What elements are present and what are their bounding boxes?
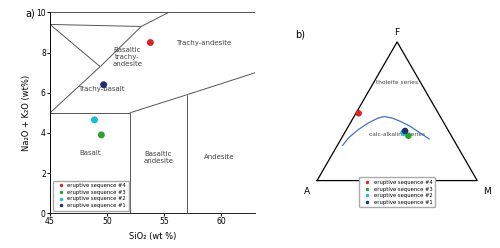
Point (90, 118, 98, 122)
Point (100, 83, 108, 87)
Point (354, 111, 362, 115)
Text: a): a) (26, 8, 35, 18)
X-axis label: SiO₂ (wt %): SiO₂ (wt %) (129, 232, 176, 241)
Text: b): b) (295, 29, 305, 39)
Text: Basalt: Basalt (79, 150, 100, 156)
Text: Trachy-andesite: Trachy-andesite (176, 39, 232, 46)
Y-axis label: Na₂O + K₂O (wt%): Na₂O + K₂O (wt%) (22, 75, 30, 151)
Text: Trachy-basalt: Trachy-basalt (78, 86, 125, 92)
Point (404, 134, 412, 138)
Text: Basaltic
andesite: Basaltic andesite (144, 151, 174, 163)
Point (401, 129, 409, 133)
Text: tholeite series: tholeite series (376, 81, 418, 86)
Text: F: F (394, 28, 400, 37)
Text: Andesite: Andesite (204, 154, 234, 160)
Text: calc-alkaline series: calc-alkaline series (369, 132, 425, 137)
Legend: eruptive sequence #4, eruptive sequence #3, eruptive sequence #2, eruptive seque: eruptive sequence #4, eruptive sequence … (359, 177, 435, 207)
Legend: eruptive sequence #4, eruptive sequence #3, eruptive sequence #2, eruptive seque: eruptive sequence #4, eruptive sequence … (52, 181, 129, 211)
Text: Basaltic
trachy-
andesite: Basaltic trachy- andesite (112, 47, 142, 67)
Text: A: A (304, 187, 310, 196)
Point (98, 133, 106, 137)
Point (146, 40, 154, 45)
Point (400, 130, 407, 134)
Text: M: M (483, 187, 490, 196)
